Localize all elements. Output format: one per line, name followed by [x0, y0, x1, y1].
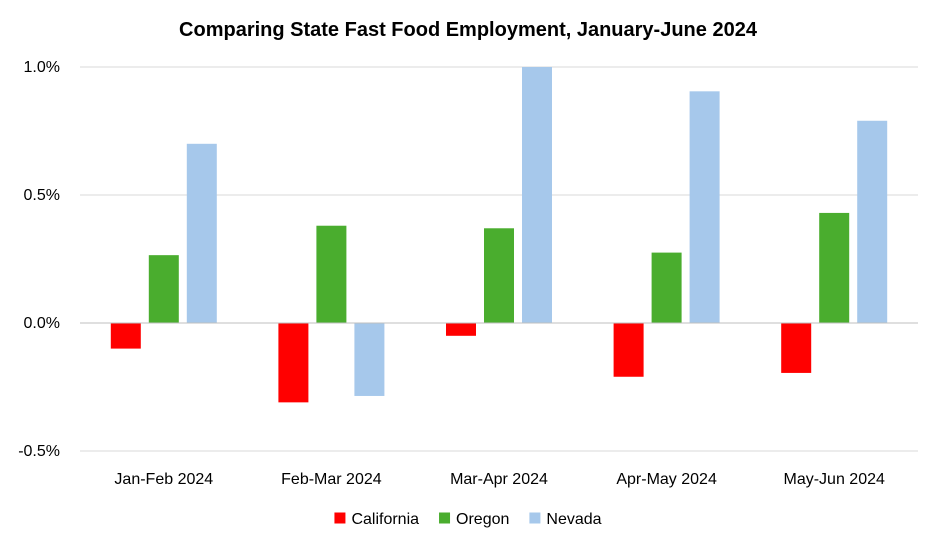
bar-california-2 [278, 323, 309, 403]
x-axis-ticks: Jan-Feb 2024 Feb-Mar 2024 Mar-Apr 2024 Apr-… [114, 471, 885, 488]
legend-label-california: California [351, 511, 419, 528]
y-tick-label: -0.5% [18, 443, 60, 460]
bar-oregon-5 [819, 212, 850, 323]
x-tick-label: May-Jun 2024 [784, 471, 885, 488]
bar-oregon-3 [484, 228, 514, 323]
bar-nevada-4 [689, 91, 720, 323]
x-tick-label: Feb-Mar 2024 [281, 471, 382, 488]
bar-nevada-2 [354, 323, 385, 396]
legend-swatch-oregon [439, 512, 451, 524]
x-tick-label: Mar-Apr 2024 [450, 471, 548, 488]
bar-california-3 [446, 323, 476, 336]
bar-california-4 [613, 323, 644, 377]
legend-label-nevada: Nevada [546, 511, 601, 528]
bar-california-5 [781, 323, 812, 373]
bar-nevada-3 [522, 67, 552, 323]
legend: California Oregon Nevada [334, 511, 602, 528]
bars [80, 67, 918, 403]
x-tick-label: Apr-May 2024 [616, 471, 717, 488]
legend-label-oregon: Oregon [456, 511, 509, 528]
y-tick-label: 0.0% [24, 315, 60, 332]
chart-title: Comparing State Fast Food Employment, Ja… [179, 19, 758, 41]
legend-swatch-nevada [529, 512, 541, 524]
legend-swatch-california [334, 512, 346, 524]
bar-oregon-2 [316, 225, 347, 323]
bar-oregon-1 [148, 255, 179, 323]
x-tick-label: Jan-Feb 2024 [114, 471, 213, 488]
bar-oregon-4 [651, 252, 682, 323]
bar-nevada-5 [857, 120, 888, 323]
bar-nevada-1 [186, 143, 217, 323]
y-tick-label: 1.0% [24, 59, 60, 76]
y-axis-ticks: -0.5% 0.0% 0.5% 1.0% [18, 59, 60, 460]
bar-california-1 [110, 323, 141, 349]
y-tick-label: 0.5% [24, 187, 60, 204]
